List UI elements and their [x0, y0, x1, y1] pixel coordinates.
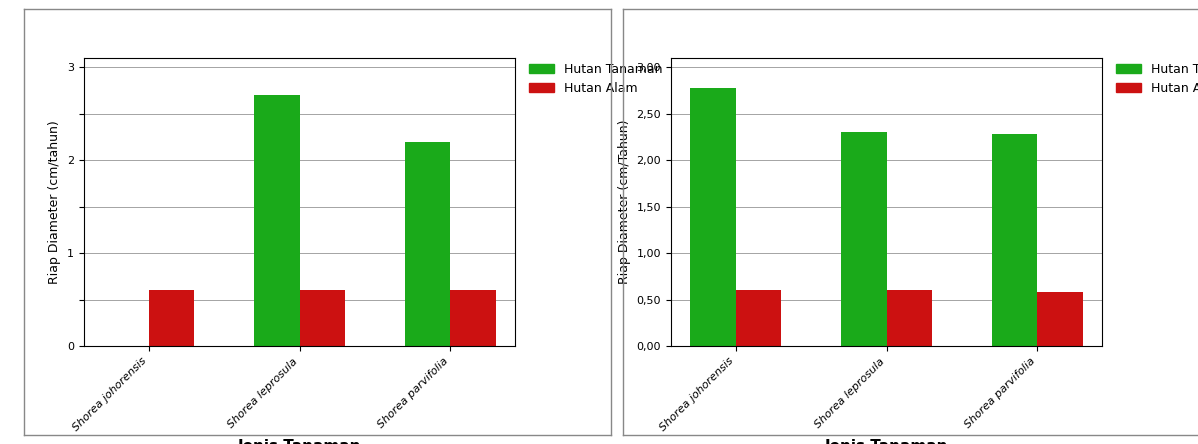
X-axis label: Jenis Tanaman: Jenis Tanaman [237, 439, 362, 444]
Bar [887, 290, 932, 346]
Bar [690, 87, 736, 346]
Bar [300, 290, 345, 346]
Bar [254, 95, 300, 346]
Bar [450, 290, 496, 346]
Bar [992, 134, 1037, 346]
Bar [1037, 292, 1083, 346]
X-axis label: Jenis Tanaman: Jenis Tanaman [824, 439, 949, 444]
Y-axis label: Riap Diameter (cm/tahun): Riap Diameter (cm/tahun) [48, 120, 61, 284]
Bar [841, 132, 887, 346]
Legend: Hutan Tanaman, Hutan Alam: Hutan Tanaman, Hutan Alam [1111, 58, 1198, 100]
Y-axis label: Riap Diameter (cm/Tahun): Riap Diameter (cm/Tahun) [618, 120, 631, 284]
Bar [736, 290, 781, 346]
Legend: Hutan Tanaman, Hutan Alam: Hutan Tanaman, Hutan Alam [524, 58, 667, 100]
Bar [149, 290, 194, 346]
Bar [405, 142, 450, 346]
